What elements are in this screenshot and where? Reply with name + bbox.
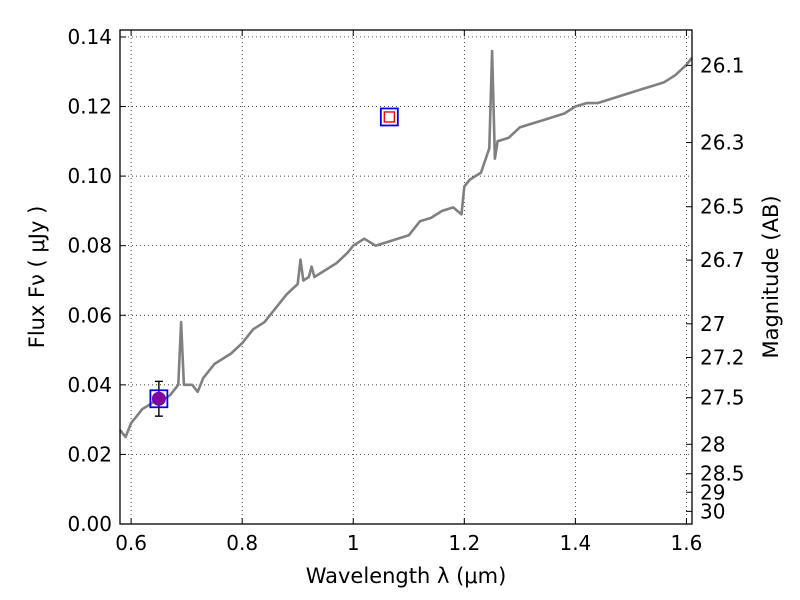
mag-tick-label: 27.5 xyxy=(700,386,745,410)
mag-tick-label: 29 xyxy=(700,480,725,504)
y-axis-label: Flux Fν ( μJy ) xyxy=(25,206,49,349)
y-tick-label: 0.10 xyxy=(67,164,112,188)
x-axis-label: Wavelength λ (μm) xyxy=(306,564,507,588)
mag-tick-label: 26.1 xyxy=(700,53,745,77)
upper-limit-square xyxy=(383,111,396,123)
y-tick-label: 0.02 xyxy=(67,442,112,466)
plot-frame xyxy=(119,29,693,525)
series-layer xyxy=(118,49,694,439)
plot-background xyxy=(120,30,692,524)
x-tick-label: 1 xyxy=(347,531,360,555)
model-photometry-square xyxy=(379,107,399,127)
y2-axis-label: Magnitude (AB) xyxy=(759,195,783,358)
y-tick-label: 0.06 xyxy=(67,303,112,327)
photometry-point xyxy=(151,391,166,406)
mag-tick-label: 30 xyxy=(700,499,725,523)
spectrum-line xyxy=(118,49,694,439)
mag-tick-label: 27 xyxy=(700,312,725,336)
x-tick-label: 1.4 xyxy=(559,531,591,555)
mag-tick-label: 27.2 xyxy=(700,345,745,369)
y-tick-label: 0.12 xyxy=(67,95,112,119)
x-tick-label: 0.6 xyxy=(115,531,147,555)
mag-tick-label: 26.7 xyxy=(700,248,745,272)
mag-tick-label: 26.3 xyxy=(700,131,745,155)
x-tick-label: 0.8 xyxy=(226,531,258,555)
model-photometry-square xyxy=(149,389,169,409)
y-tick-label: 0.04 xyxy=(67,373,112,397)
y-tick-label: 0.14 xyxy=(67,25,112,49)
y-tick-label: 0.00 xyxy=(67,512,112,536)
x-tick-label: 1.6 xyxy=(671,531,703,555)
ticks: 0.6 0.8 1 1.2 1.4 1.6 0.00 0.02 0.04 0.06 0.08 0.10… xyxy=(67,25,744,555)
mag-tick-label: 28.5 xyxy=(700,462,745,486)
mag-tick-label: 26.5 xyxy=(700,195,745,219)
y-tick-label: 0.08 xyxy=(67,234,112,258)
mag-tick-label: 28 xyxy=(700,432,725,456)
x-tick-label: 1.2 xyxy=(448,531,480,555)
